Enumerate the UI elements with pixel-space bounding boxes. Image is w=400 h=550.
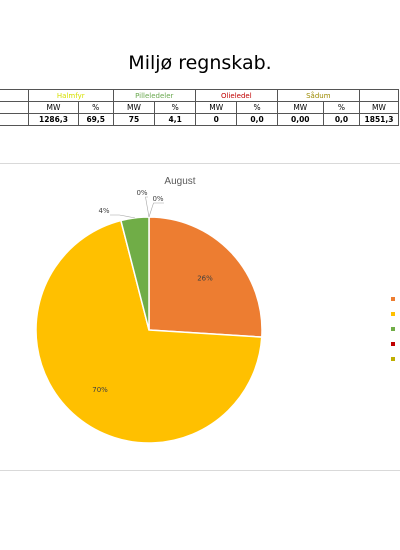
table-cell: % xyxy=(77,101,114,114)
table-cell: MW xyxy=(359,101,399,114)
table-cell: MW xyxy=(194,101,238,114)
table-cell: MW xyxy=(276,101,324,114)
legend-marker xyxy=(391,342,395,346)
group-header-cell xyxy=(359,89,399,102)
group-header-sadum: Sådum xyxy=(276,89,361,102)
table-cell: 0,00 xyxy=(276,113,324,126)
table-cell: % xyxy=(154,101,196,114)
pie-slice xyxy=(148,216,263,338)
table-group-row: Halmfyr Pilleledeler Olieledel Sådum xyxy=(0,89,399,102)
table-cell: % xyxy=(236,101,278,114)
table-cell xyxy=(0,113,29,126)
table-cell: 75 xyxy=(112,113,156,126)
group-header-halmfyr: Halmfyr xyxy=(28,89,114,102)
leader-line xyxy=(145,196,150,218)
pie-chart: August 26% 70% 4% 0% 0% xyxy=(35,176,395,444)
chart-title: August xyxy=(164,176,195,187)
leader-line xyxy=(110,214,135,219)
slice-data-label: 0% xyxy=(152,195,163,203)
legend-marker xyxy=(391,312,395,316)
legend-marker xyxy=(391,357,395,361)
table-cell: 69,5 xyxy=(77,113,114,126)
group-header-cell xyxy=(0,89,29,102)
table-cell: 1286,3 xyxy=(28,113,79,126)
table-unit-row: MW % MW % MW % MW % MW xyxy=(0,101,399,114)
table-cell: MW xyxy=(112,101,156,114)
slice-data-label: 70% xyxy=(92,386,108,394)
page-title: Miljø regnskab. xyxy=(128,52,272,74)
table-value-row: 1286,3 69,5 75 4,1 0 0,0 0,00 0,0 1851,3 xyxy=(0,113,399,126)
legend-marker xyxy=(391,327,395,331)
table-cell: 0,0 xyxy=(236,113,278,126)
group-header-olieledel: Olieledel xyxy=(195,89,278,102)
table-cell: MW xyxy=(28,101,79,114)
pie-slice xyxy=(35,219,263,444)
slice-data-label: 0% xyxy=(136,189,147,197)
pie-chart-area[interactable]: August 26% 70% 4% 0% 0% xyxy=(0,163,400,471)
table-cell xyxy=(0,101,29,114)
slice-data-label: 26% xyxy=(197,274,213,282)
table-cell: 0 xyxy=(194,113,238,126)
legend-marker xyxy=(391,297,395,301)
slice-data-label: 4% xyxy=(98,207,109,215)
table-cell: 4,1 xyxy=(154,113,196,126)
table-cell: 1851,3 xyxy=(359,113,399,126)
environment-table: Halmfyr Pilleledeler Olieledel Sådum MW … xyxy=(0,89,399,126)
group-header-pilleledeler: Pilleledeler xyxy=(112,89,196,102)
leader-line xyxy=(148,202,164,218)
table-cell: 0,0 xyxy=(322,113,361,126)
table-cell: % xyxy=(322,101,361,114)
